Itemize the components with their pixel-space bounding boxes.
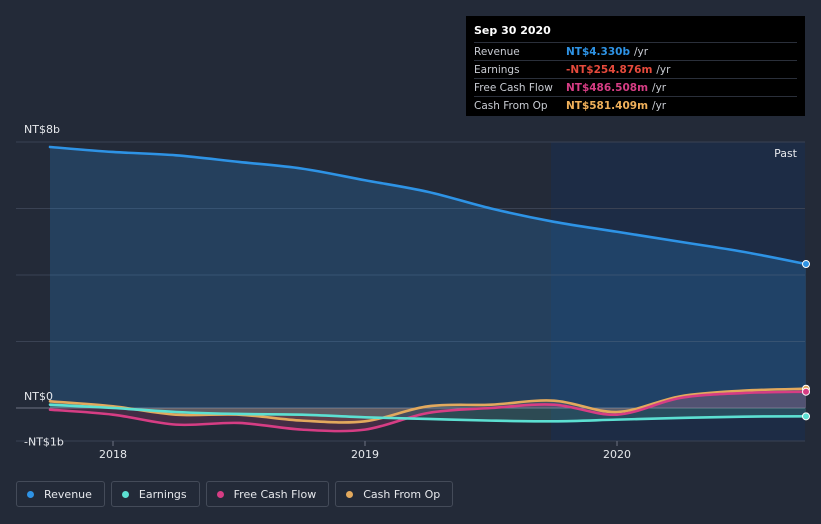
tooltip-row: Cash From Op NT$581.409m/yr — [474, 96, 797, 114]
series-line — [48, 403, 808, 423]
x-tick-label: 2019 — [351, 448, 379, 461]
y-tick-label: NT$8b — [24, 123, 60, 136]
past-label: Past — [774, 147, 798, 160]
x-tick-label: 2020 — [603, 448, 631, 461]
legend-label: Earnings — [138, 487, 187, 501]
series-end-point[interactable] — [802, 260, 810, 269]
legend-item[interactable]: Free Cash Flow — [205, 481, 330, 507]
tooltip-row-value: -NT$254.876m — [566, 63, 653, 76]
tooltip-row: Revenue NT$4.330b/yr — [474, 42, 797, 60]
tooltip-row-label: Free Cash Flow — [474, 81, 553, 94]
y-tick-label: -NT$1b — [24, 435, 64, 448]
legend-dot-icon — [216, 490, 224, 498]
legend-item[interactable]: Revenue — [16, 481, 105, 507]
legend-item[interactable]: Earnings — [110, 481, 200, 507]
legend-dot-icon — [27, 490, 34, 498]
series-line — [48, 390, 808, 433]
grid-lines — [16, 141, 805, 442]
tooltip-row: Earnings -NT$254.876m/yr — [474, 60, 797, 78]
legend-label: Revenue — [44, 487, 92, 501]
tooltip-panel: Sep 30 2020 Revenue NT$4.330b/yr Earnings -… — [466, 16, 805, 116]
tick-labels: NT$8b NT$0 -NT$1b 2018 2019 2020 — [24, 123, 631, 461]
x-tick-label: 2018 — [99, 448, 127, 461]
tooltip-date: Sep 30 2020 — [474, 24, 551, 37]
series-end-point[interactable] — [802, 412, 810, 421]
tooltip-row: Free Cash Flow NT$486.508m/yr — [474, 78, 797, 96]
series-end-point[interactable] — [802, 387, 810, 396]
tooltip-row-label: Earnings — [474, 63, 520, 76]
legend-label: Cash From Op — [363, 487, 441, 501]
tooltip-row-value: NT$581.409m — [566, 99, 649, 112]
tooltip-row-label: Revenue — [474, 45, 520, 58]
series-fill — [50, 391, 806, 432]
revenue-fill — [50, 146, 806, 409]
series-line — [48, 145, 808, 266]
series-line — [48, 387, 808, 424]
tooltip-row-unit: /yr — [656, 63, 671, 76]
tooltip-row-value: NT$486.508m — [566, 81, 649, 94]
tooltip-row-unit: /yr — [652, 81, 667, 94]
tooltip-row-label: Cash From Op — [474, 99, 548, 112]
legend: Revenue Earnings Free Cash Flow Cash From O… — [16, 481, 454, 507]
legend-label: Free Cash Flow — [233, 487, 317, 501]
legend-item[interactable]: Cash From Op — [335, 481, 454, 507]
tooltip-row-unit: /yr — [652, 99, 667, 112]
legend-dot-icon — [346, 490, 354, 498]
tooltip-row-unit: /yr — [633, 45, 649, 58]
legend-dot-icon — [121, 490, 129, 498]
tooltip-row-value: NT$4.330b — [566, 45, 630, 58]
series-lines — [48, 145, 810, 433]
y-tick-label: NT$0 — [24, 390, 53, 403]
